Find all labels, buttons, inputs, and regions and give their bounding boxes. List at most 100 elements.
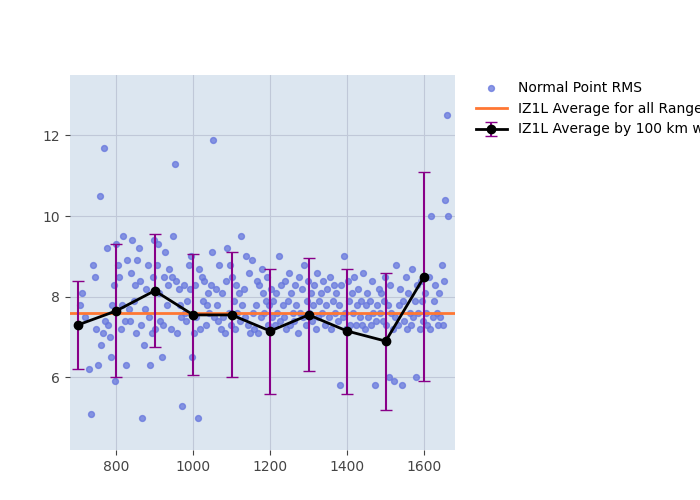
- Normal Point RMS: [175, 313, 186, 321]
- Normal Point RMS: [174, 301, 186, 309]
- Normal Point RMS: [421, 321, 433, 329]
- Normal Point RMS: [147, 272, 158, 280]
- Normal Point RMS: [162, 301, 173, 309]
- Normal Point RMS: [287, 309, 298, 317]
- Normal Point RMS: [383, 374, 394, 382]
- Normal Point RMS: [185, 284, 196, 292]
- Normal Point RMS: [429, 280, 440, 288]
- Normal Point RMS: [162, 280, 174, 288]
- Normal Point RMS: [419, 288, 430, 296]
- Normal Point RMS: [372, 301, 383, 309]
- Normal Point RMS: [270, 288, 281, 296]
- Normal Point RMS: [349, 272, 360, 280]
- Normal Point RMS: [124, 317, 135, 325]
- Normal Point RMS: [206, 248, 217, 256]
- Normal Point RMS: [293, 272, 304, 280]
- Normal Point RMS: [416, 276, 427, 284]
- Normal Point RMS: [244, 268, 255, 276]
- Normal Point RMS: [439, 276, 450, 284]
- Normal Point RMS: [121, 256, 132, 264]
- Normal Point RMS: [382, 301, 393, 309]
- Normal Point RMS: [200, 321, 211, 329]
- Normal Point RMS: [385, 280, 396, 288]
- Normal Point RMS: [387, 325, 398, 333]
- Normal Point RMS: [389, 378, 400, 386]
- Normal Point RMS: [170, 276, 181, 284]
- Normal Point RMS: [113, 260, 124, 268]
- Normal Point RMS: [413, 309, 424, 317]
- Legend: Normal Point RMS, IZ1L Average for all Ranges, IZ1L Average by 100 km with STD: Normal Point RMS, IZ1L Average for all R…: [470, 75, 700, 142]
- Normal Point RMS: [219, 329, 230, 337]
- Normal Point RMS: [74, 301, 85, 309]
- Normal Point RMS: [255, 313, 266, 321]
- Normal Point RMS: [109, 378, 120, 386]
- Normal Point RMS: [77, 288, 88, 296]
- Normal Point RMS: [267, 313, 278, 321]
- Normal Point RMS: [258, 288, 269, 296]
- Normal Point RMS: [285, 321, 296, 329]
- Normal Point RMS: [123, 305, 134, 313]
- Normal Point RMS: [190, 280, 201, 288]
- Normal Point RMS: [412, 280, 423, 288]
- Normal Point RMS: [160, 248, 171, 256]
- Normal Point RMS: [359, 325, 370, 333]
- Normal Point RMS: [306, 317, 317, 325]
- Normal Point RMS: [129, 280, 140, 288]
- Normal Point RMS: [125, 268, 136, 276]
- Normal Point RMS: [329, 309, 340, 317]
- Normal Point RMS: [183, 260, 194, 268]
- Normal Point RMS: [142, 260, 153, 268]
- Normal Point RMS: [190, 313, 202, 321]
- Normal Point RMS: [127, 236, 138, 244]
- Normal Point RMS: [409, 297, 420, 305]
- Normal Point RMS: [120, 362, 132, 370]
- Normal Point RMS: [223, 309, 235, 317]
- Normal Point RMS: [404, 309, 415, 317]
- Normal Point RMS: [209, 313, 220, 321]
- Normal Point RMS: [216, 325, 227, 333]
- Normal Point RMS: [139, 341, 150, 349]
- Normal Point RMS: [202, 288, 214, 296]
- Normal Point RMS: [234, 317, 246, 325]
- Normal Point RMS: [106, 354, 117, 362]
- Normal Point RMS: [328, 280, 339, 288]
- Normal Point RMS: [327, 297, 338, 305]
- Normal Point RMS: [265, 284, 276, 292]
- Normal Point RMS: [274, 317, 286, 325]
- Normal Point RMS: [177, 402, 188, 409]
- Normal Point RMS: [355, 297, 366, 305]
- Normal Point RMS: [296, 284, 307, 292]
- Normal Point RMS: [224, 260, 235, 268]
- Normal Point RMS: [254, 280, 265, 288]
- Normal Point RMS: [239, 284, 250, 292]
- Normal Point RMS: [107, 301, 118, 309]
- Normal Point RMS: [378, 297, 389, 305]
- Normal Point RMS: [332, 317, 343, 325]
- Normal Point RMS: [375, 288, 386, 296]
- Normal Point RMS: [108, 280, 119, 288]
- Normal Point RMS: [440, 196, 451, 204]
- Normal Point RMS: [302, 276, 314, 284]
- Normal Point RMS: [418, 317, 429, 325]
- Normal Point RMS: [232, 309, 243, 317]
- Normal Point RMS: [148, 236, 160, 244]
- Normal Point RMS: [214, 260, 225, 268]
- Normal Point RMS: [279, 276, 290, 284]
- Normal Point RMS: [341, 325, 352, 333]
- Normal Point RMS: [193, 264, 204, 272]
- Normal Point RMS: [370, 382, 381, 390]
- Normal Point RMS: [324, 272, 335, 280]
- Normal Point RMS: [211, 301, 223, 309]
- Normal Point RMS: [286, 288, 297, 296]
- Normal Point RMS: [431, 309, 442, 317]
- Normal Point RMS: [344, 297, 355, 305]
- Normal Point RMS: [236, 232, 247, 240]
- Normal Point RMS: [229, 325, 240, 333]
- Normal Point RMS: [290, 301, 302, 309]
- Normal Point RMS: [88, 260, 99, 268]
- Normal Point RMS: [97, 329, 108, 337]
- Normal Point RMS: [246, 256, 258, 264]
- Normal Point RMS: [205, 280, 216, 288]
- Normal Point RMS: [132, 256, 143, 264]
- Normal Point RMS: [335, 382, 346, 390]
